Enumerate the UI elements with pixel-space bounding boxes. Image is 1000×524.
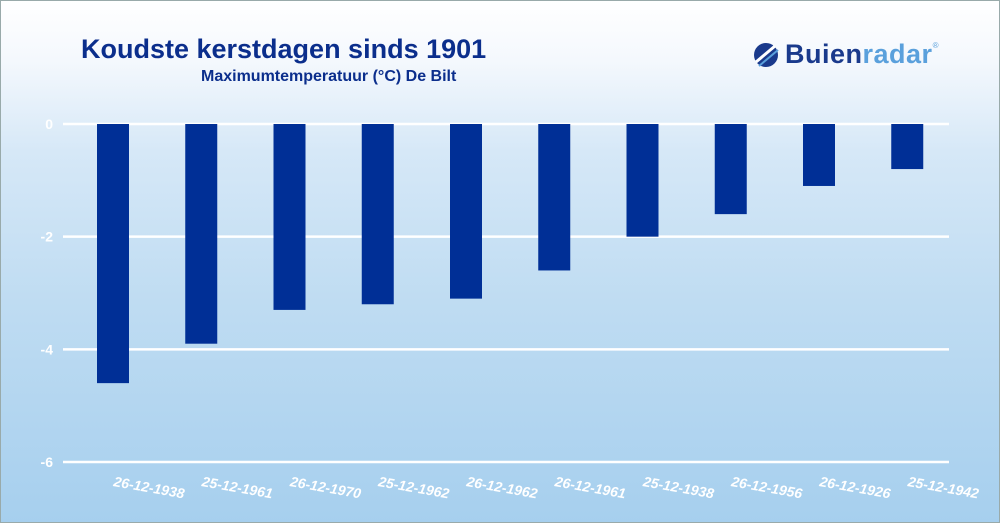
y-tick-label: 0 [45, 116, 53, 132]
chart-subtitle: Maximumtemperatuur (°C) De Bilt [201, 68, 457, 85]
bar [714, 124, 747, 215]
x-tick-label: 26-12-1961 [553, 473, 627, 501]
x-tick-label: 25-12-1942 [906, 473, 980, 501]
x-tick-label: 25-12-1961 [200, 473, 274, 501]
bar [626, 124, 659, 237]
logo-registered: ® [932, 41, 939, 50]
logo-text-radar: radar [862, 39, 933, 69]
x-tick-label: 26-12-1938 [111, 473, 185, 501]
bar [185, 124, 218, 344]
x-tick-label: 26-12-1962 [464, 473, 538, 501]
buienradar-logo: Buien radar ® [753, 39, 938, 70]
x-tick-label: 25-12-1938 [641, 473, 715, 501]
chart-title: Koudste kerstdagen sinds 1901 [81, 34, 487, 64]
logo-text-buien: Buien [785, 39, 863, 69]
y-tick-label: -2 [41, 229, 54, 245]
x-tick-label: 26-12-1970 [288, 473, 362, 501]
y-tick-label: -4 [41, 341, 54, 357]
logo-icon [754, 42, 779, 67]
x-tick-label: 26-12-1926 [817, 473, 891, 501]
bar [273, 124, 306, 310]
bar [891, 124, 924, 170]
x-tick-label: 25-12-1962 [376, 473, 450, 501]
bar [538, 124, 571, 271]
y-tick-label: -6 [41, 454, 54, 470]
bar [97, 124, 129, 384]
bar [361, 124, 394, 305]
bar [803, 124, 835, 186]
x-tick-label: 26-12-1956 [729, 473, 803, 501]
bar [450, 124, 482, 299]
